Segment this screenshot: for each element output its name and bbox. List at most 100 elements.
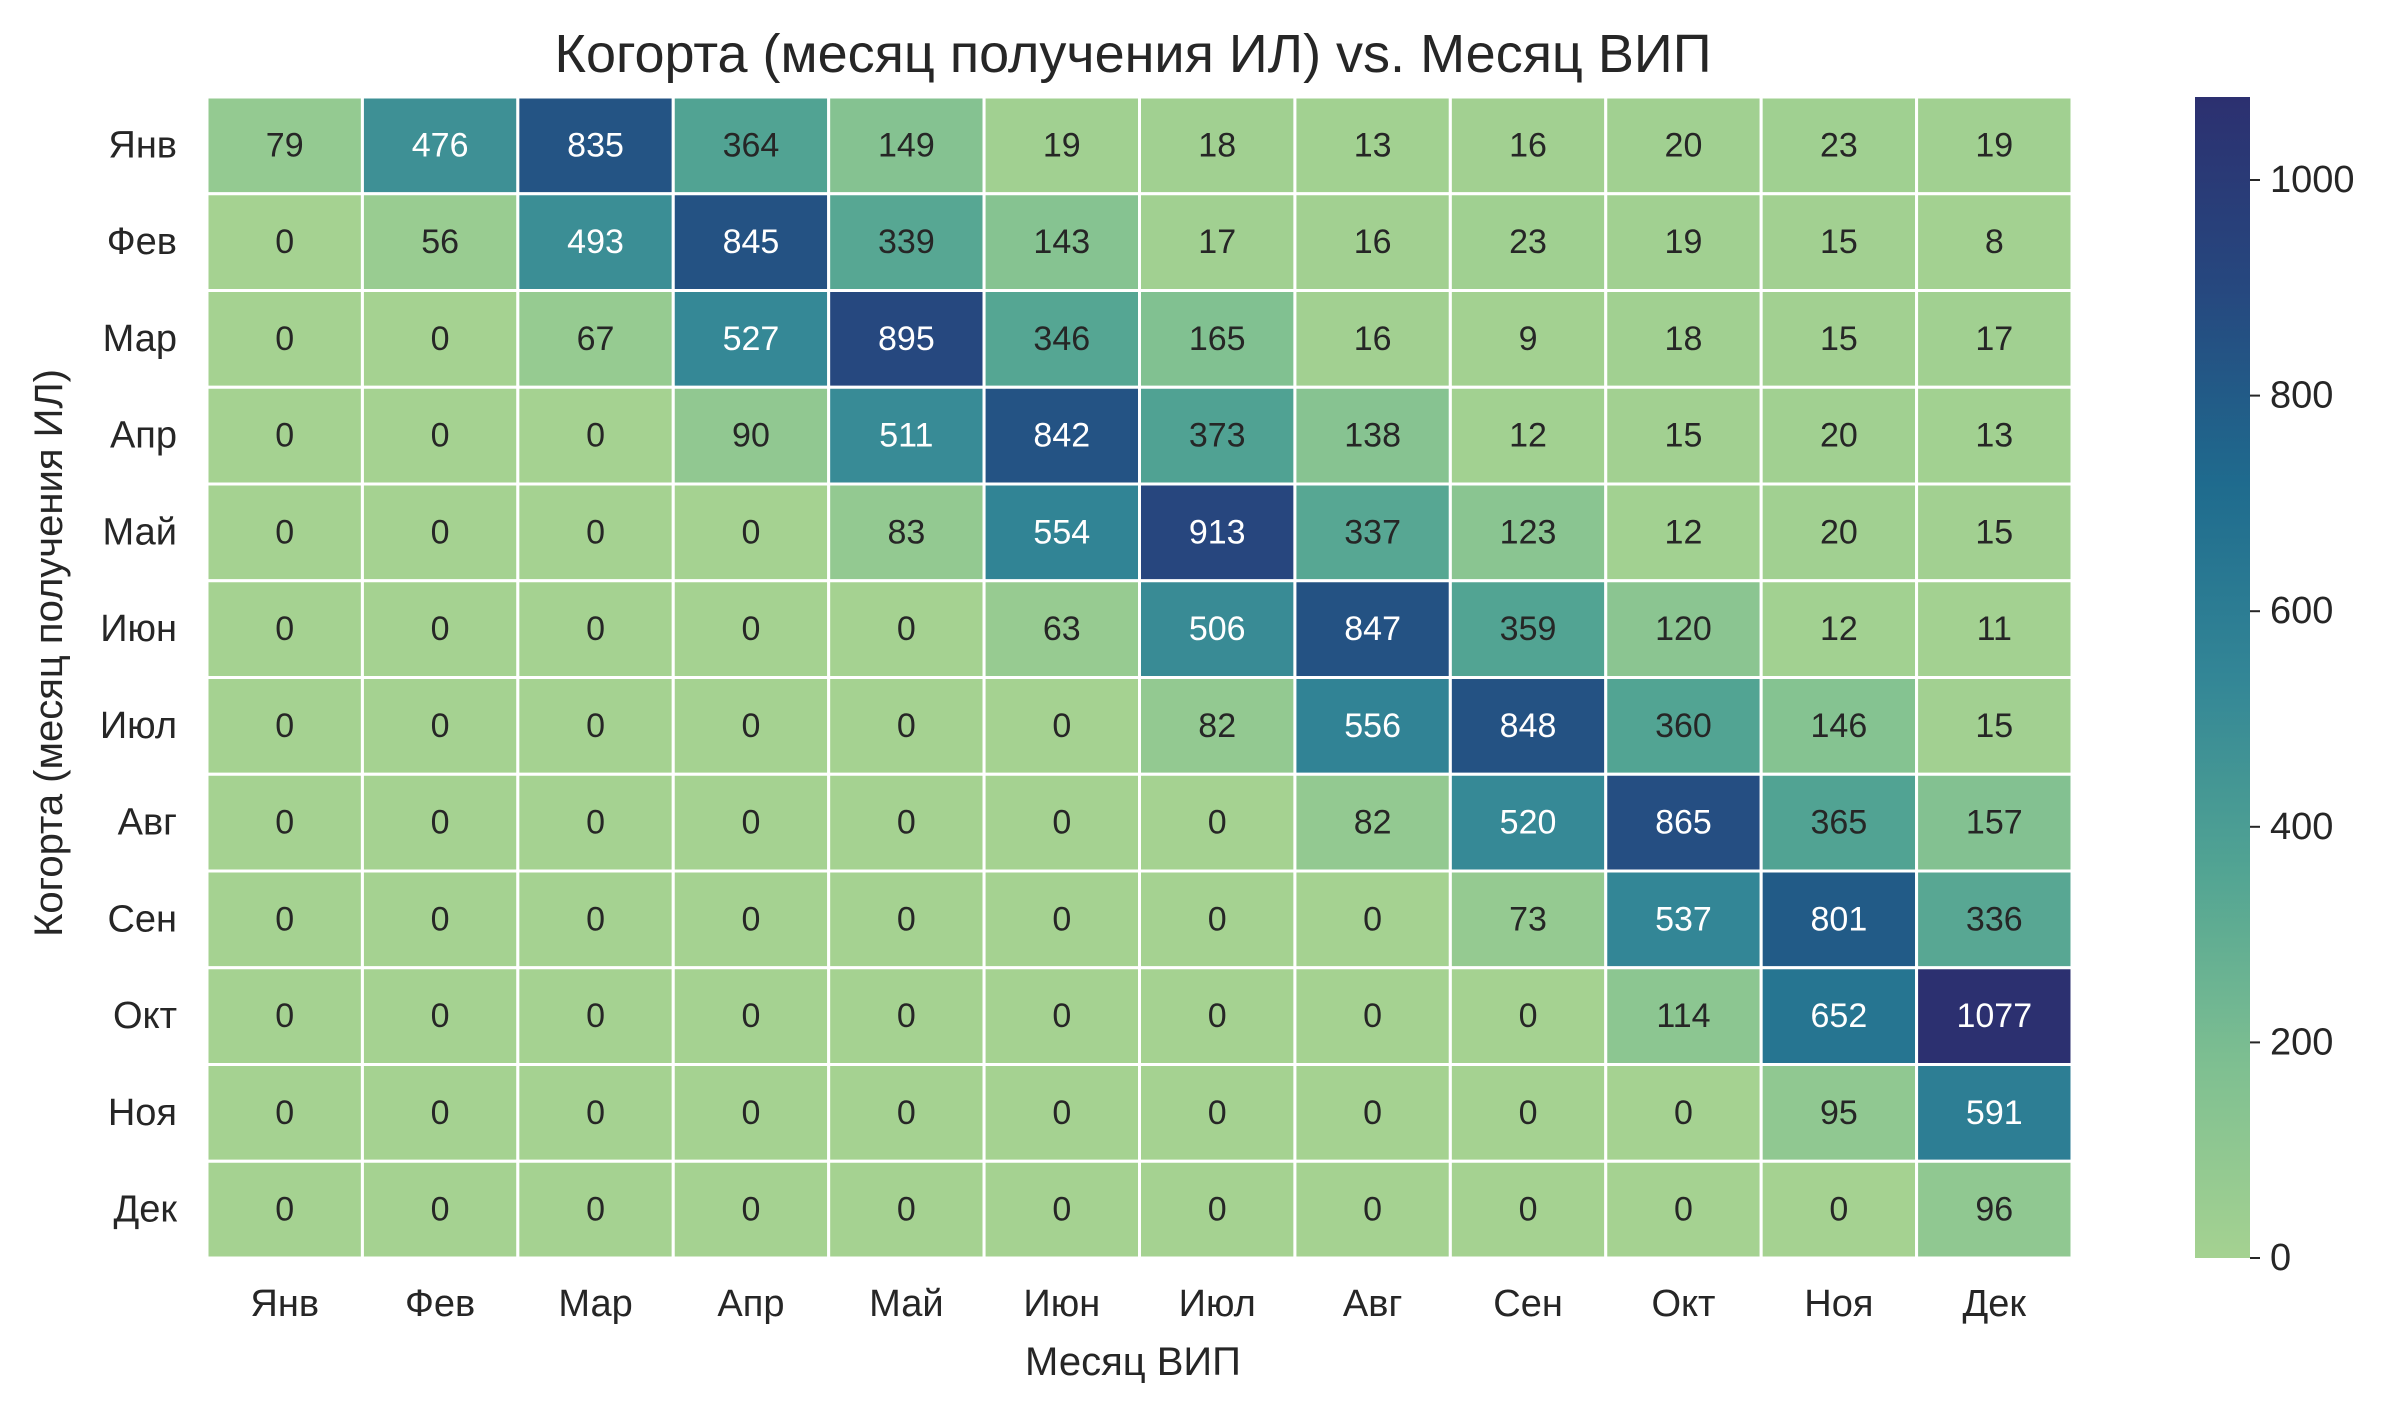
cell-value-label: 17 [1975,320,2013,358]
cell-value-label: 0 [275,223,294,261]
cell-value-label: 0 [741,513,760,551]
heatmap-cell [1915,385,2074,486]
cell-value-label: 12 [1820,610,1858,648]
cell-value-label: 82 [1354,804,1392,842]
heatmap-cell [1448,1063,1608,1163]
cell-value-label: 0 [741,997,760,1035]
heatmap-cell [671,289,831,389]
heatmap-cell [360,966,520,1066]
cell-value-label: 1077 [1956,997,2032,1035]
x-tick-label: Июл [1179,1283,1256,1325]
cell-value-label: 20 [1665,126,1703,164]
cell-value-label: 0 [741,900,760,938]
cell-value-label: 56 [421,223,459,261]
heatmap-cell [1293,966,1452,1066]
heatmap-cell [1759,192,1919,292]
cell-value-label: 11 [1977,610,2012,648]
heatmap-cell [827,482,986,583]
cell-value-label: 138 [1344,417,1401,455]
cell-value-label: 0 [431,997,450,1035]
cell-value-label: 8 [1985,223,2004,261]
heatmap-cell [205,385,364,486]
cell-value-label: 0 [431,707,450,745]
cell-value-label: 0 [741,804,760,842]
cell-value-label: 20 [1820,513,1858,551]
cell-value-label: 83 [887,513,925,551]
heatmap-cell [671,385,831,486]
cell-value-label: 0 [1363,1094,1382,1132]
cell-value-label: 0 [897,610,916,648]
heatmap-cell [1138,1159,1297,1260]
cell-value-label: 0 [275,320,294,358]
y-tick-labels: Янв Фев Мар Апр Май Июн Июл Авг Сен Окт Ноя Дек [100,124,178,1230]
cell-value-label: 0 [586,707,605,745]
colorbar-tick-label: 600 [2270,590,2333,632]
cell-value-label: 0 [1208,804,1227,842]
cell-value-label: 0 [1052,1094,1071,1132]
y-tick-label: Авг [118,802,177,844]
heatmap-cell [1604,192,1763,292]
cell-value-label: 506 [1189,610,1246,648]
y-tick-label: Июн [100,608,177,650]
heatmap-cell [1915,579,2074,679]
heatmap-cell [1759,676,1919,776]
heatmap-cell [1138,1063,1297,1163]
x-tick-label: Дек [1963,1283,2027,1325]
cell-value-label: 0 [1208,1094,1227,1132]
heatmap-cell [1448,579,1608,679]
cell-value-label: 15 [1975,513,2013,551]
cell-value-label: 0 [586,900,605,938]
x-tick-label: Фев [405,1283,475,1325]
heatmap-cell [516,1063,675,1163]
cell-value-label: 493 [567,223,624,261]
cell-value-label: 0 [1674,1191,1693,1229]
y-tick-label: Окт [113,995,177,1037]
heatmap-cells: 79 476 835 364 149 19 18 13 16 20 23 19 0 56 493 845 339… [205,95,2074,1260]
heatmap-cell [1759,1063,1919,1163]
cell-value-label: 511 [879,417,933,455]
heatmap-cell [671,966,831,1066]
colorbar-tick-label: 1000 [2270,159,2355,201]
heatmap-cell [671,1063,831,1163]
cell-value-label: 19 [1043,126,1081,164]
cell-value-label: 79 [266,126,304,164]
heatmap-cell [1138,676,1297,776]
x-axis-label: Месяц ВИП [1025,1340,1241,1384]
cell-value-label: 0 [1363,997,1382,1035]
heatmap-cell [982,482,1141,583]
cell-value-label: 12 [1665,513,1703,551]
cell-value-label: 0 [586,610,605,648]
y-tick-label: Янв [108,124,177,166]
heatmap-cell [1293,95,1452,196]
x-tick-label: Окт [1651,1283,1715,1325]
cell-value-label: 82 [1198,707,1236,745]
heatmap-cell [1138,192,1297,292]
heatmap-cell [1138,482,1297,583]
heatmap-cell [1604,966,1763,1066]
cell-value-label: 0 [431,320,450,358]
heatmap-cell [1293,192,1452,292]
cell-value-label: 0 [897,1191,916,1229]
x-tick-label: Апр [717,1283,784,1325]
cell-value-label: 913 [1189,513,1246,551]
cell-value-label: 0 [275,997,294,1035]
cell-value-label: 0 [275,900,294,938]
cell-value-label: 0 [1363,900,1382,938]
cell-value-label: 114 [1656,997,1710,1035]
heatmap-cell [360,482,520,583]
heatmap-cell [205,772,364,873]
cell-value-label: 360 [1655,707,1712,745]
cell-value-label: 0 [1052,997,1071,1035]
heatmap-cell [1915,676,2074,776]
cell-value-label: 520 [1500,804,1557,842]
cell-value-label: 15 [1820,223,1858,261]
cell-value-label: 12 [1509,417,1547,455]
x-tick-label: Июн [1023,1283,1100,1325]
heatmap-cell [360,676,520,776]
cell-value-label: 0 [431,1191,450,1229]
heatmap-cell [1915,869,2074,970]
heatmap-cell [827,192,986,292]
cell-value-label: 337 [1344,513,1401,551]
cell-value-label: 0 [431,1094,450,1132]
cell-value-label: 149 [878,126,935,164]
